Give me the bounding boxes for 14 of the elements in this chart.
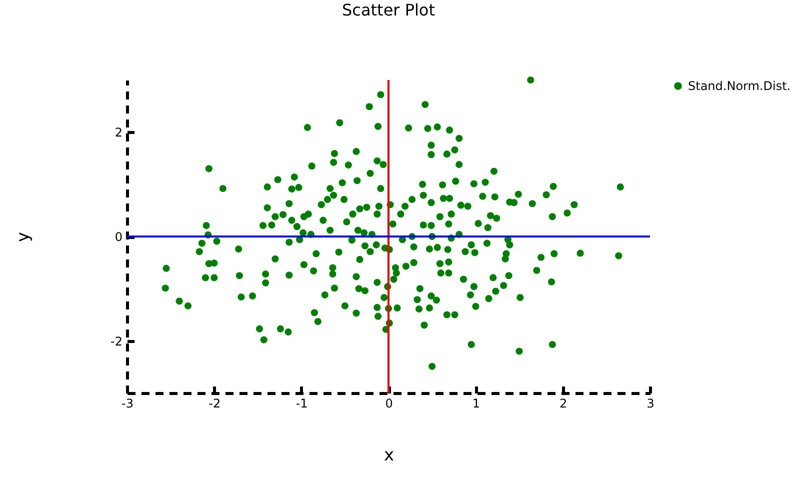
x-tick-label: -2 — [208, 396, 221, 410]
y-tick-label: -2 — [110, 334, 122, 348]
x-tick-label: 2 — [560, 396, 568, 410]
y-tick-label: 0 — [114, 230, 122, 244]
x-tick-label: -1 — [296, 396, 308, 410]
x-tick-label: 3 — [646, 396, 654, 410]
x-axis-title: x — [384, 446, 394, 466]
legend-label: Stand.Norm.Dist. — [688, 79, 791, 93]
x-tick-label: 1 — [472, 396, 480, 410]
chart-title: Scatter Plot — [342, 0, 435, 20]
x-tick-label: -3 — [122, 396, 134, 410]
x-tick-label: 0 — [385, 396, 393, 410]
y-tick-label: 2 — [114, 126, 122, 140]
y-axis-title: y — [14, 232, 34, 242]
